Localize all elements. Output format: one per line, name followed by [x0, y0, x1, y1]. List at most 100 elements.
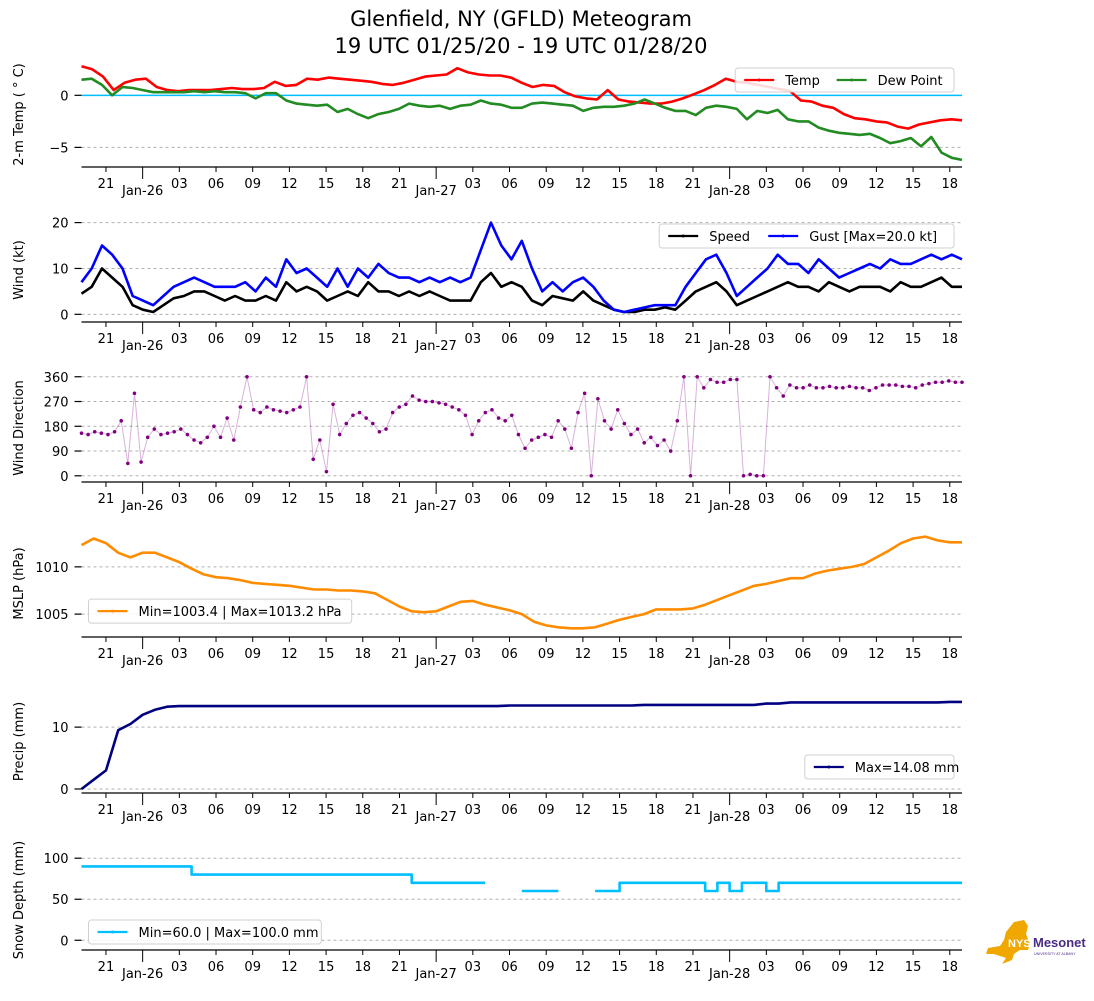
- data-point-wdir: [748, 472, 752, 477]
- y-axis-label: Wind (kt): [12, 240, 27, 300]
- x-major-tick-label: Jan-28: [708, 654, 750, 669]
- y-tick-label: 180: [44, 420, 69, 435]
- data-point-wdir: [933, 380, 938, 385]
- x-minor-tick-label: 18: [648, 332, 665, 347]
- x-minor-tick-label: 09: [244, 960, 261, 975]
- data-point-wdir: [834, 385, 839, 390]
- x-minor-tick-label: 12: [868, 177, 885, 192]
- data-point-wdir: [245, 374, 249, 379]
- y-axis-label: Snow Depth (mm): [12, 841, 27, 959]
- data-point-wdir: [675, 418, 680, 423]
- x-minor-tick-label: 12: [868, 647, 885, 662]
- legend-wind: Speed Gust [Max=20.0 kt]: [658, 223, 955, 249]
- x-minor-tick-label: 03: [465, 177, 482, 192]
- y-tick-label: 20: [52, 217, 69, 232]
- x-minor-tick-label: 09: [244, 803, 261, 818]
- x-minor-tick-label: 09: [244, 177, 261, 192]
- legend-label: Max=14.08 mm: [855, 761, 959, 776]
- x-minor-tick-label: 09: [538, 332, 555, 347]
- data-point-wdir: [450, 405, 455, 409]
- data-point-wdir: [721, 380, 726, 385]
- legend-marker: [850, 78, 854, 82]
- x-minor-tick-label: 21: [391, 960, 408, 975]
- data-point-wdir: [900, 384, 905, 389]
- panel-wind: 0 10 20 21 Jan-26 03 06 09 12 15 18 21 Jan-27 03 06 09 1…: [12, 217, 963, 354]
- data-point-wdir: [503, 418, 507, 423]
- data-point-wdir: [860, 385, 865, 390]
- x-minor-tick-label: 21: [391, 647, 408, 662]
- x-minor-tick-label: 21: [98, 332, 115, 347]
- title-line-1: Glenfield, NY (GFLD) Meteogram: [350, 7, 692, 31]
- x-minor-tick-label: 18: [354, 332, 371, 347]
- data-point-wdir: [589, 473, 594, 478]
- data-point-wdir: [364, 416, 368, 420]
- x-minor-tick-label: 03: [171, 647, 188, 662]
- x-minor-tick-label: 15: [318, 647, 335, 662]
- legend-temp: Temp Dew Point: [734, 67, 955, 93]
- data-point-wdir: [298, 405, 302, 409]
- y-tick-label: 1005: [35, 608, 68, 623]
- x-minor-tick-label: 06: [501, 332, 518, 347]
- x-minor-tick-label: 12: [281, 492, 298, 507]
- data-point-wdir: [404, 402, 408, 407]
- data-point-wdir: [708, 377, 713, 382]
- x-minor-tick-label: 12: [281, 332, 298, 347]
- x-minor-tick-label: 15: [905, 960, 922, 975]
- legend-label: Gust [Max=20.0 kt]: [809, 230, 937, 245]
- data-point-wdir: [251, 407, 256, 412]
- x-minor-tick-label: 06: [501, 177, 518, 192]
- y-tick-label: 0: [60, 470, 68, 485]
- y-axis-label: 2-m Temp ( ° C): [12, 63, 27, 166]
- x-minor-tick-label: 15: [611, 177, 628, 192]
- data-point-wdir: [145, 435, 150, 440]
- data-point-wdir: [271, 407, 276, 412]
- x-minor-tick-label: 21: [98, 803, 115, 818]
- legend-marker: [757, 78, 761, 82]
- data-point-wdir: [79, 431, 84, 435]
- data-point-wdir: [781, 394, 786, 398]
- x-minor-tick-label: 15: [318, 332, 335, 347]
- x-minor-tick-label: 03: [758, 332, 775, 347]
- data-point-wdir: [702, 385, 706, 390]
- x-minor-tick-label: 18: [354, 960, 371, 975]
- data-point-wdir: [867, 388, 872, 393]
- data-point-wdir: [443, 402, 448, 407]
- x-major-tick-label: Jan-28: [708, 499, 750, 514]
- data-point-wdir: [728, 377, 733, 382]
- x-minor-tick-label: 21: [98, 960, 115, 975]
- data-point-wdir: [543, 432, 547, 437]
- x-minor-tick-label: 06: [501, 960, 518, 975]
- data-point-wdir: [510, 413, 514, 418]
- y-tick-label: 1010: [35, 561, 68, 576]
- x-minor-tick-label: 06: [501, 492, 518, 507]
- data-point-wdir: [622, 421, 627, 426]
- x-minor-tick-label: 21: [685, 492, 702, 507]
- data-point-wdir: [377, 429, 382, 434]
- data-point-wdir: [357, 410, 362, 415]
- x-minor-tick-label: 03: [465, 332, 482, 347]
- x-minor-tick-label: 03: [465, 492, 482, 507]
- data-point-wdir: [304, 374, 309, 379]
- series-line-temp: [81, 64, 963, 130]
- data-point-wdir: [397, 405, 402, 409]
- x-minor-tick-label: 21: [685, 803, 702, 818]
- data-point-wdir: [609, 427, 613, 431]
- x-minor-tick-label: 09: [831, 332, 848, 347]
- series-line-gust: [80, 221, 963, 314]
- data-point-wdir: [688, 473, 693, 478]
- data-point-wdir: [437, 401, 441, 405]
- new-york-state-icon: [986, 920, 1030, 964]
- data-point-wdir: [476, 418, 481, 423]
- data-point-wdir: [231, 438, 236, 442]
- data-point-wdir: [172, 429, 176, 434]
- data-point-wdir: [331, 402, 335, 407]
- data-point-wdir: [284, 410, 289, 415]
- data-point-wdir: [576, 410, 580, 415]
- x-minor-tick-label: 03: [465, 803, 482, 818]
- x-minor-tick-label: 03: [171, 177, 188, 192]
- panel-snow: 0 50 100 21 Jan-26 03 06 09 12 15 18 21 Jan-27 03 06 09…: [12, 841, 962, 982]
- x-minor-tick-label: 18: [941, 492, 958, 507]
- x-minor-tick-label: 21: [391, 492, 408, 507]
- x-minor-tick-label: 09: [831, 960, 848, 975]
- data-point-wdir: [185, 432, 190, 437]
